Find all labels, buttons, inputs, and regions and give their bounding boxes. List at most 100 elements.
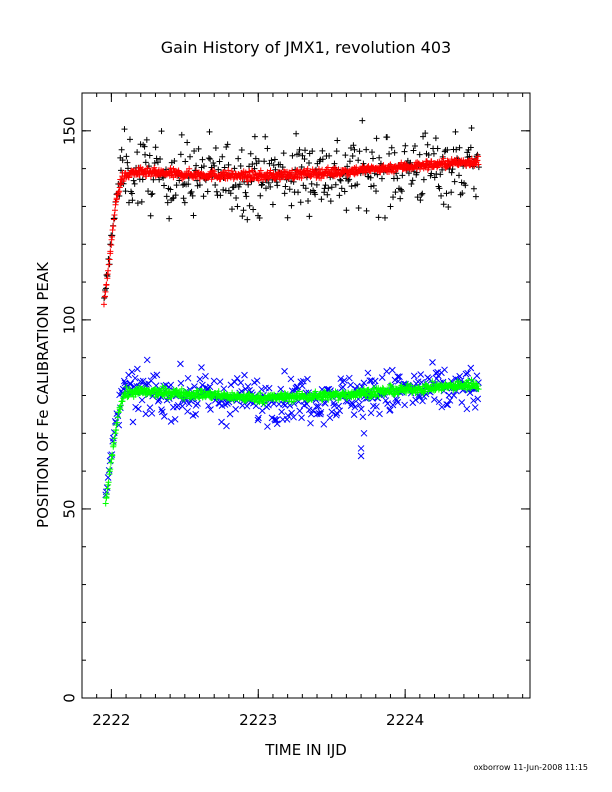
upper-data-point	[331, 160, 338, 167]
lower-data-point	[131, 374, 139, 382]
upper-data-point	[139, 176, 146, 183]
upper-fit-point	[116, 184, 123, 191]
lower-data-point	[185, 400, 193, 408]
upper-data-point	[436, 185, 443, 192]
upper-fit-point	[110, 223, 117, 230]
upper-data-point	[252, 155, 259, 162]
lower-data-point	[297, 378, 305, 386]
upper-data-point	[196, 181, 203, 188]
upper-data-point	[154, 159, 161, 166]
lower-data-point	[394, 373, 402, 380]
lower-data-point	[199, 381, 206, 389]
lower-data-point	[462, 370, 470, 378]
upper-data-point	[387, 203, 394, 210]
upper-data-point	[448, 189, 455, 196]
upper-data-point	[288, 202, 295, 209]
lower-data-point	[177, 360, 184, 368]
upper-fit-point	[144, 165, 151, 172]
lower-data-point	[347, 381, 354, 389]
upper-data-point	[158, 128, 165, 135]
upper-fit-point	[315, 165, 322, 172]
upper-fit-point	[440, 155, 447, 162]
lower-data-point	[326, 414, 334, 422]
lower-fit-point	[117, 406, 124, 413]
lower-fit-point	[290, 398, 297, 405]
upper-data-point	[256, 215, 263, 222]
lower-data-point	[142, 410, 150, 418]
upper-fit-point	[113, 195, 120, 202]
upper-data-point	[255, 158, 262, 165]
upper-data-point	[148, 191, 155, 198]
upper-data-point	[199, 156, 206, 163]
lower-fit-point	[113, 427, 120, 434]
upper-data-point	[204, 188, 211, 195]
y-tick-label: 100	[61, 306, 79, 335]
lower-data-point	[135, 405, 142, 413]
lower-data-point	[443, 401, 450, 408]
lower-data-point	[227, 381, 235, 389]
lower-data-point	[277, 385, 285, 393]
upper-data-point	[244, 216, 251, 223]
upper-data-point	[422, 130, 429, 137]
upper-data-point	[191, 147, 198, 154]
lower-fit-point	[360, 385, 367, 392]
lower-data-point	[386, 406, 394, 414]
x-tick-label: 2222	[92, 711, 130, 729]
upper-data-point	[301, 156, 308, 163]
upper-data-point	[306, 160, 313, 167]
upper-data-point	[239, 213, 246, 220]
lower-data-point	[340, 377, 348, 384]
lower-data-point	[419, 397, 426, 405]
upper-data-point	[440, 201, 447, 208]
upper-data-point	[126, 136, 133, 143]
upper-fit-point	[135, 171, 142, 178]
upper-data-point	[134, 200, 141, 207]
upper-data-point	[293, 130, 300, 137]
upper-data-point	[234, 203, 241, 210]
lower-data-point	[177, 379, 185, 387]
lower-data-point	[412, 396, 419, 404]
upper-data-point	[295, 150, 302, 157]
upper-data-point	[274, 182, 281, 189]
lower-data-point	[253, 377, 261, 385]
lower-data-point	[367, 409, 375, 417]
upper-data-point	[462, 182, 469, 189]
upper-data-point	[388, 144, 395, 151]
upper-data-point	[282, 183, 289, 190]
upper-data-point	[356, 148, 363, 155]
upper-data-point	[326, 152, 333, 159]
upper-data-point	[185, 181, 192, 188]
upper-data-point	[452, 128, 459, 135]
upper-fit-point	[208, 176, 215, 183]
upper-data-point	[207, 155, 214, 162]
lower-fit-point	[319, 397, 326, 404]
upper-data-point	[399, 172, 406, 179]
axis-ticks: 2222 2223 2224 0 50 100 150	[61, 92, 530, 729]
lower-data-point	[281, 367, 288, 375]
upper-data-point	[405, 170, 412, 177]
lower-data-point	[232, 405, 240, 413]
upper-data-point	[445, 204, 452, 211]
upper-data-point	[157, 155, 164, 162]
upper-data-point	[149, 190, 156, 197]
upper-data-point	[143, 136, 150, 143]
upper-data-point	[416, 151, 423, 158]
upper-data-point	[390, 194, 397, 201]
lower-data-point	[202, 372, 209, 380]
upper-data-point	[261, 158, 268, 165]
upper-fit-point	[106, 256, 113, 263]
lower-fit-point	[109, 452, 116, 459]
lower-data-point	[373, 403, 380, 410]
upper-data-point	[419, 190, 426, 197]
upper-data-point	[246, 202, 253, 209]
lower-data-point	[321, 400, 329, 407]
upper-data-point	[342, 152, 349, 159]
lower-data-point	[378, 374, 386, 381]
upper-data-point	[277, 161, 284, 168]
upper-fit-point	[344, 172, 351, 179]
lower-fit-point	[468, 376, 475, 383]
upper-data-point	[130, 177, 137, 184]
upper-data-point	[200, 163, 207, 170]
upper-data-point	[223, 143, 230, 150]
lower-data-point	[158, 408, 166, 416]
